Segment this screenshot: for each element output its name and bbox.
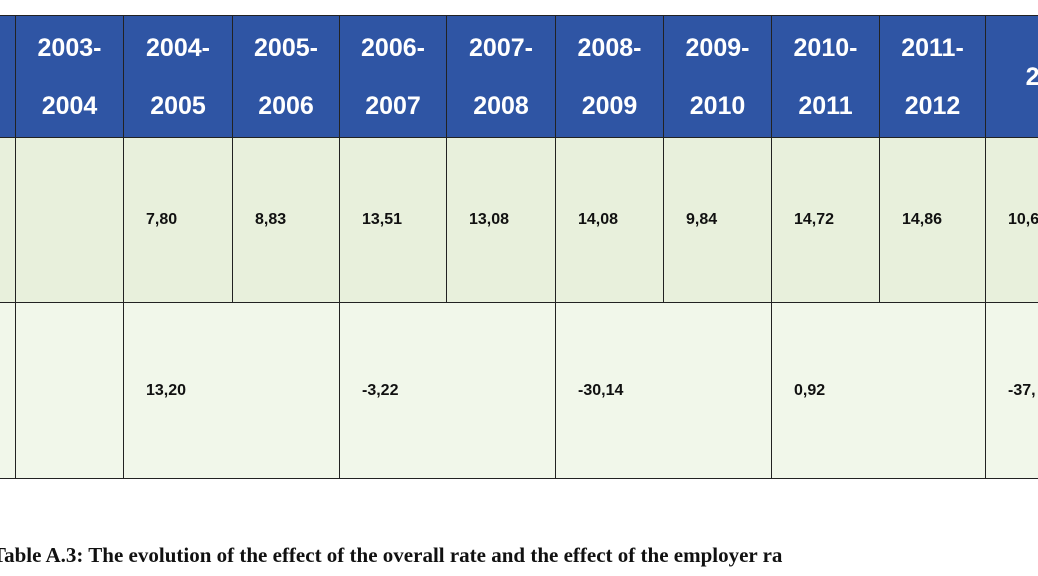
value-cell: -3,22 bbox=[339, 302, 556, 479]
value-cell: 14,08 bbox=[555, 137, 664, 303]
value-cell: 13,20 bbox=[123, 302, 340, 479]
value-cell: 13,51 bbox=[339, 137, 447, 303]
row-label-cell bbox=[0, 302, 16, 479]
value-cell: 9,84 bbox=[663, 137, 772, 303]
header-cell: 2008-2009 bbox=[555, 15, 664, 138]
header-cell: 2010-2011 bbox=[771, 15, 880, 138]
header-cell: 2009-2010 bbox=[663, 15, 772, 138]
header-cell: 2007-2008 bbox=[446, 15, 556, 138]
value-cell: -37, bbox=[985, 302, 1038, 479]
header-cell: 2011-2012 bbox=[879, 15, 986, 138]
value-cell: 13,08 bbox=[446, 137, 556, 303]
value-cell: 10,6 bbox=[985, 137, 1038, 303]
value-cell: 8,83 bbox=[232, 137, 340, 303]
header-cell: 2003-2004 bbox=[15, 15, 124, 138]
header-cell: 20 bbox=[985, 15, 1038, 138]
table-caption: Table A.3: The evolution of the effect o… bbox=[0, 543, 783, 567]
header-cell: 2006-2007 bbox=[339, 15, 447, 138]
header-cell bbox=[0, 15, 16, 138]
value-cell: -30,14 bbox=[555, 302, 772, 479]
row-label-cell bbox=[0, 137, 16, 303]
empty-cell bbox=[15, 302, 124, 479]
header-cell: 2004-2005 bbox=[123, 15, 233, 138]
header-cell: 2005-2006 bbox=[232, 15, 340, 138]
value-cell: 7,80 bbox=[123, 137, 233, 303]
value-cell: 14,86 bbox=[879, 137, 986, 303]
value-cell: 0,92 bbox=[771, 302, 986, 479]
value-cell: 14,72 bbox=[771, 137, 880, 303]
empty-cell bbox=[15, 137, 124, 303]
